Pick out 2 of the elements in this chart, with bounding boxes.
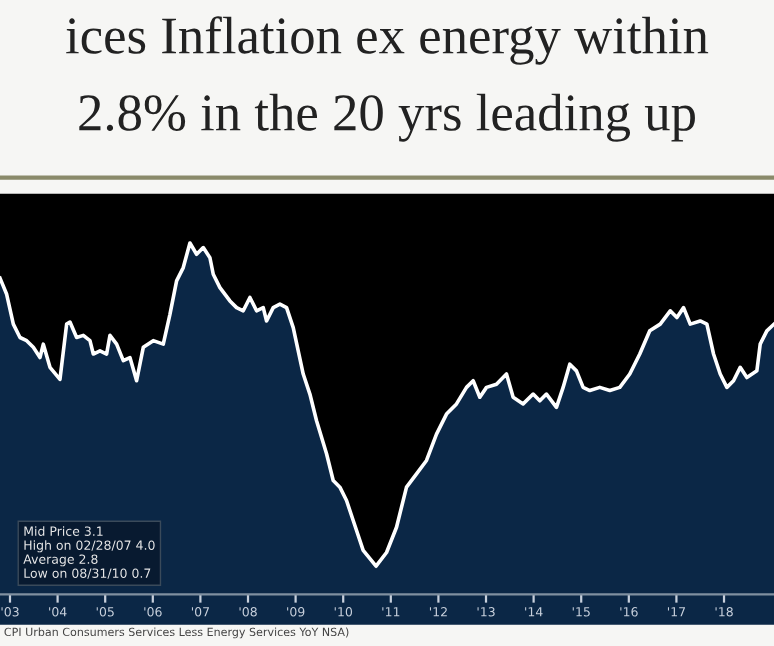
chart-subtitle: 2.8% in the 20 yrs leading up — [79, 93, 695, 142]
chart-title: ices Inflation ex energy within — [66, 16, 709, 65]
